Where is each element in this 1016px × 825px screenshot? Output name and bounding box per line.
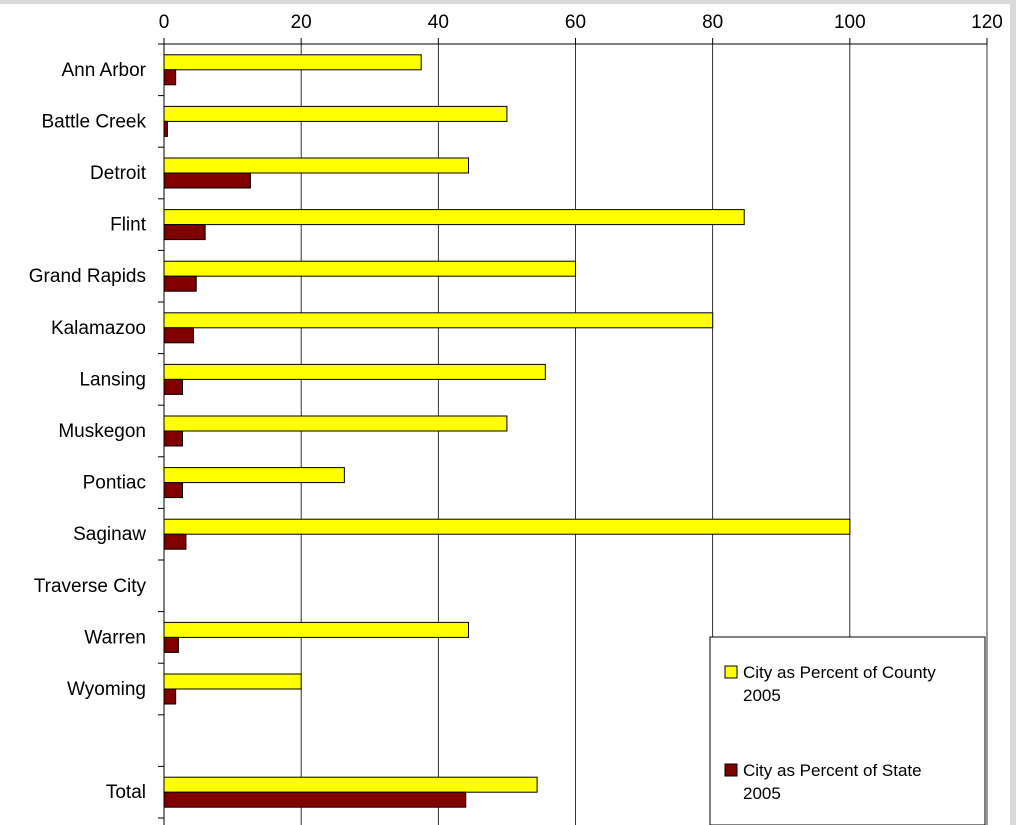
- category-label: Wyoming: [67, 679, 146, 700]
- bar-state: [163, 636, 179, 653]
- bar-state: [163, 482, 184, 499]
- category-label: Warren: [84, 627, 146, 648]
- legend-label: City as Percent of State: [743, 761, 922, 780]
- bar-county: [163, 312, 714, 329]
- x-tick-label: 120: [971, 12, 1003, 33]
- x-tick-label: 20: [291, 12, 312, 33]
- category-label: Kalamazoo: [51, 318, 146, 339]
- bar-county: [163, 157, 470, 174]
- x-tick-label: 100: [834, 12, 866, 33]
- bar-state: [163, 688, 177, 705]
- bar-state: [163, 120, 168, 137]
- legend-label: 2005: [743, 686, 781, 705]
- legend: City as Percent of County 2005 City as Per…: [709, 636, 986, 825]
- bar-county: [163, 776, 538, 793]
- legend-label: City as Percent of County: [743, 663, 936, 682]
- category-labels: Ann Arbor Battle Creek Detroit Flint Grand R…: [29, 60, 147, 803]
- bar-state: [163, 327, 194, 344]
- x-axis-ticks: 0 20 40 60 80 100 120: [159, 12, 1003, 44]
- bar-state: [163, 172, 251, 189]
- bar-county: [163, 260, 576, 277]
- legend-swatch: [724, 763, 738, 777]
- bar-county: [163, 621, 470, 638]
- bar-state: [163, 69, 177, 86]
- category-label: Flint: [110, 215, 147, 236]
- x-tick-label: 80: [702, 12, 723, 33]
- bar-state: [163, 791, 467, 808]
- x-tick-label: 60: [565, 12, 586, 33]
- category-label: Saginaw: [73, 524, 146, 545]
- bar-county: [163, 209, 745, 226]
- x-tick-label: 0: [159, 12, 170, 33]
- category-label: Ann Arbor: [62, 60, 147, 81]
- bar-county: [163, 673, 302, 690]
- bar-county: [163, 54, 422, 71]
- category-label: Battle Creek: [41, 111, 146, 132]
- category-label: Pontiac: [83, 473, 146, 494]
- bar-county: [163, 105, 508, 122]
- bar-county: [163, 415, 508, 432]
- bar-state: [163, 533, 187, 550]
- bar-state: [163, 224, 206, 241]
- bar-state: [163, 378, 184, 395]
- category-label: Traverse City: [34, 576, 147, 597]
- x-tick-label: 40: [428, 12, 449, 33]
- top-border: [0, 0, 1016, 4]
- legend-label: 2005: [743, 784, 781, 803]
- category-label: Muskegon: [58, 421, 146, 442]
- bar-county: [163, 363, 546, 380]
- category-label: Lansing: [79, 369, 146, 390]
- category-label: Detroit: [90, 163, 147, 184]
- legend-box: [709, 636, 986, 825]
- bar-county: [163, 467, 345, 484]
- category-label: Grand Rapids: [29, 266, 146, 287]
- bar-county: [163, 518, 851, 535]
- category-label: Total: [106, 782, 146, 803]
- right-border: [1010, 0, 1016, 825]
- bar-state: [163, 430, 184, 447]
- bar-state: [163, 275, 197, 292]
- gridlines: [300, 44, 988, 825]
- legend-swatch: [724, 665, 738, 679]
